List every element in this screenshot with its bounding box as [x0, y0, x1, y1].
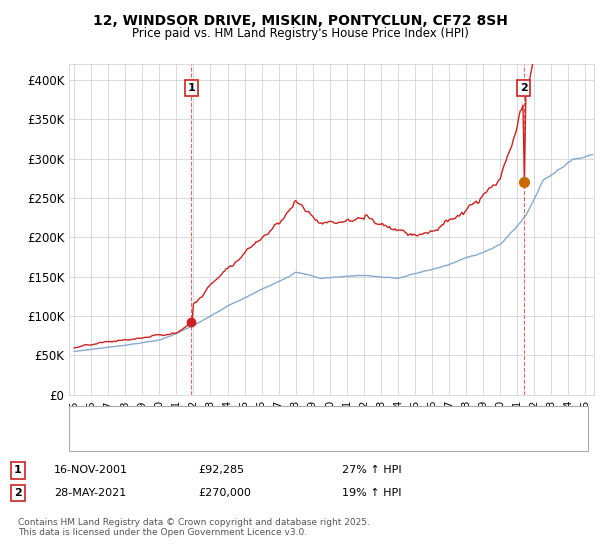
Text: 19% ↑ HPI: 19% ↑ HPI	[342, 488, 401, 498]
Text: 2: 2	[520, 83, 527, 93]
Text: HPI: Average price, detached house, Rhondda Cynon Taf: HPI: Average price, detached house, Rhon…	[102, 436, 395, 446]
Text: £92,285: £92,285	[198, 465, 244, 475]
Text: 28-MAY-2021: 28-MAY-2021	[54, 488, 126, 498]
Text: 1: 1	[14, 465, 22, 475]
Text: 12, WINDSOR DRIVE, MISKIN, PONTYCLUN, CF72 8SH (detached house): 12, WINDSOR DRIVE, MISKIN, PONTYCLUN, CF…	[102, 408, 472, 418]
Text: 2: 2	[14, 488, 22, 498]
Text: 1: 1	[187, 83, 195, 93]
Text: —: —	[75, 433, 91, 448]
Text: Price paid vs. HM Land Registry's House Price Index (HPI): Price paid vs. HM Land Registry's House …	[131, 27, 469, 40]
Text: £270,000: £270,000	[198, 488, 251, 498]
Text: 12, WINDSOR DRIVE, MISKIN, PONTYCLUN, CF72 8SH: 12, WINDSOR DRIVE, MISKIN, PONTYCLUN, CF…	[92, 14, 508, 28]
Text: 27% ↑ HPI: 27% ↑ HPI	[342, 465, 401, 475]
Text: 16-NOV-2001: 16-NOV-2001	[54, 465, 128, 475]
Text: —: —	[75, 405, 91, 420]
Text: Contains HM Land Registry data © Crown copyright and database right 2025.
This d: Contains HM Land Registry data © Crown c…	[18, 518, 370, 538]
